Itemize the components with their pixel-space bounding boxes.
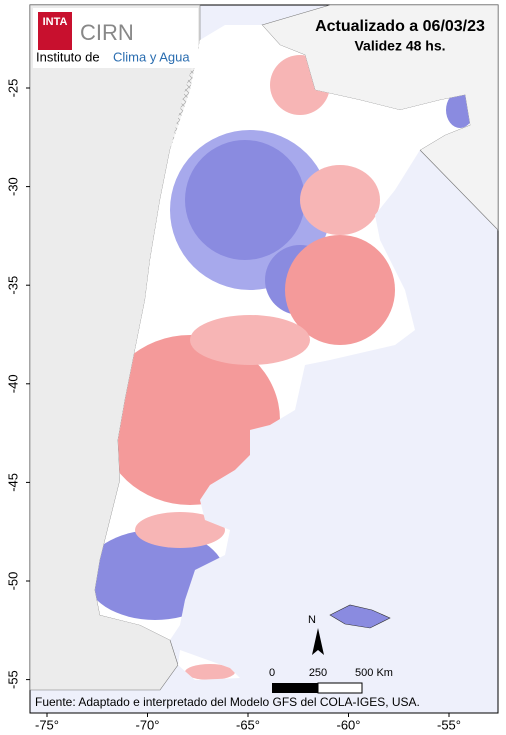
lat-label: -40 xyxy=(5,374,20,393)
logo-prefix: Instituto de xyxy=(36,49,100,64)
logo-inta-box xyxy=(38,12,72,50)
scale-bar-black xyxy=(272,683,318,693)
title: Actualizado a 06/03/23 xyxy=(315,18,485,35)
scale-label: 0 xyxy=(269,667,275,679)
lon-label: -75° xyxy=(35,717,59,732)
malvinas xyxy=(329,604,391,629)
lat-label: -55 xyxy=(5,670,20,689)
lon-label: -55° xyxy=(437,717,461,732)
lat-label: -35 xyxy=(5,276,20,295)
lon-label: -60° xyxy=(337,717,361,732)
lat-label: -50 xyxy=(5,572,20,591)
logo-cirn: CIRN xyxy=(80,20,134,45)
lon-label: -70° xyxy=(136,717,160,732)
logo-inta: INTA xyxy=(43,16,68,28)
logo-name: Clima y Agua xyxy=(113,49,190,64)
subtitle: Validez 48 hs. xyxy=(354,38,445,54)
lon-label: -65° xyxy=(236,717,260,732)
footer: Fuente: Adaptado e interpretado del Mode… xyxy=(35,695,420,709)
north-arrow: N xyxy=(308,614,316,626)
lat-label: -45 xyxy=(5,473,20,492)
lat-label: -30 xyxy=(5,177,20,196)
lat-label: -25 xyxy=(5,79,20,98)
scale-label: 250 xyxy=(309,667,327,679)
scale-bar-white xyxy=(317,682,363,694)
scale-label: 500 Km xyxy=(355,667,393,679)
north-arrow-icon xyxy=(312,628,324,655)
